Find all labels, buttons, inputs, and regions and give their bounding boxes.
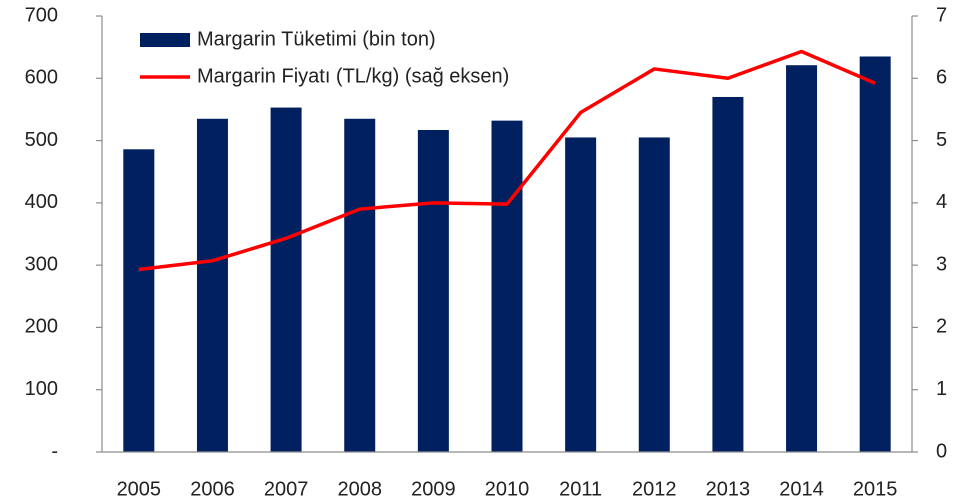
bar bbox=[123, 149, 155, 452]
bar bbox=[859, 56, 891, 452]
x-tick-label: 2012 bbox=[632, 478, 677, 500]
y-tick-label: 400 bbox=[25, 191, 58, 213]
y2-tick-label: 3 bbox=[936, 253, 947, 275]
y2-tick-label: 6 bbox=[936, 67, 947, 89]
x-tick-label: 2015 bbox=[853, 478, 898, 500]
legend-label: Margarin Tüketimi (bin ton) bbox=[197, 28, 436, 50]
x-tick-label: 2014 bbox=[779, 478, 824, 500]
line bbox=[138, 49, 876, 272]
bar bbox=[270, 107, 302, 452]
x-tick-label: 2006 bbox=[190, 478, 235, 500]
x-tick-label: 2013 bbox=[706, 478, 751, 500]
y-tick-label: 100 bbox=[25, 378, 58, 400]
bar bbox=[196, 118, 228, 453]
y2-tick-label: 5 bbox=[936, 129, 947, 151]
legend-swatch bbox=[140, 33, 190, 47]
bar bbox=[491, 120, 523, 452]
bar bbox=[344, 118, 376, 453]
x-tick-label: 2005 bbox=[117, 478, 162, 500]
bar bbox=[417, 129, 449, 453]
y2-tick-label: 4 bbox=[936, 191, 947, 213]
y-tick-label: 300 bbox=[25, 253, 58, 275]
x-tick-label: 2009 bbox=[411, 478, 456, 500]
y2-tick-label: 0 bbox=[936, 440, 947, 462]
x-tick-label: 2010 bbox=[485, 478, 530, 500]
bar bbox=[638, 137, 670, 452]
y2-tick-label: 2 bbox=[936, 316, 947, 338]
y-tick-label: - bbox=[51, 440, 58, 462]
bar bbox=[712, 96, 744, 452]
legend-label: Margarin Fiyatı (TL/kg) (sağ eksen) bbox=[197, 65, 509, 87]
y-tick-label: 200 bbox=[25, 316, 58, 338]
x-tick-label: 2008 bbox=[337, 478, 382, 500]
y2-tick-label: 1 bbox=[936, 378, 947, 400]
x-tick-label: 2011 bbox=[559, 478, 602, 500]
y2-tick-label: 7 bbox=[936, 4, 947, 26]
bar bbox=[565, 137, 597, 452]
x-tick-label: 2007 bbox=[264, 478, 309, 500]
y-tick-label: 600 bbox=[25, 67, 58, 89]
y-tick-label: 700 bbox=[25, 4, 58, 26]
bar bbox=[786, 65, 818, 452]
y-tick-label: 500 bbox=[25, 129, 58, 151]
